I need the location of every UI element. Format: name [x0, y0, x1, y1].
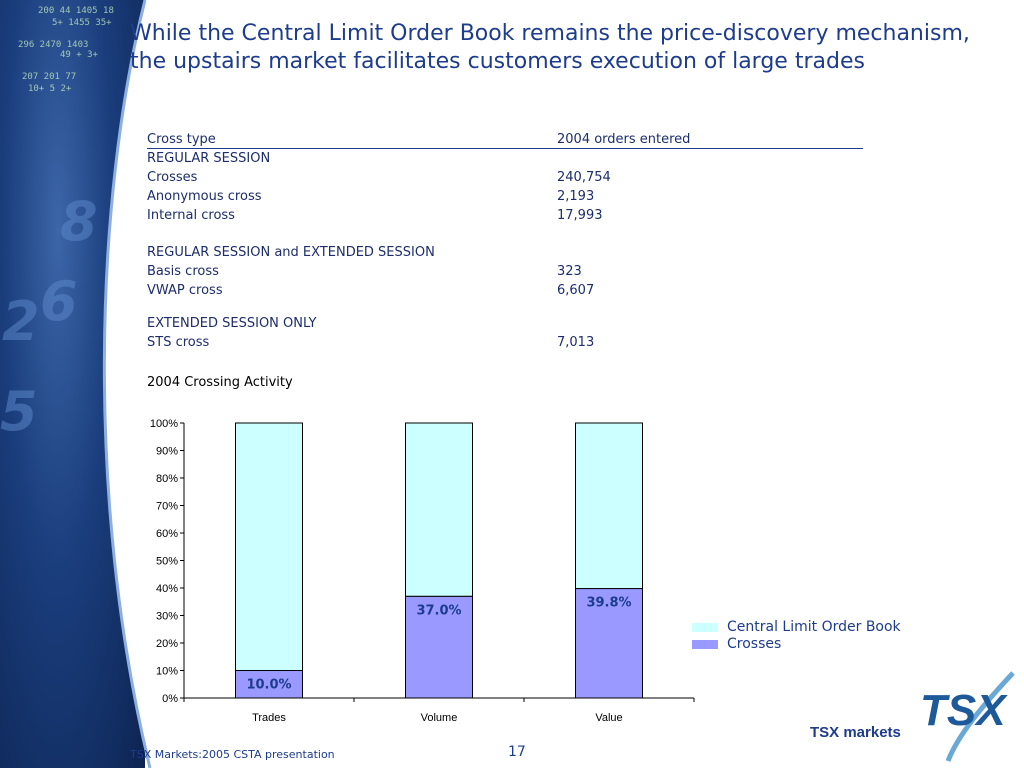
orders-cell: 240,754	[557, 170, 611, 185]
cross-type-cell: Internal cross	[147, 208, 235, 223]
table-row: Anonymous cross 2,193	[147, 187, 863, 206]
y-tick-label: 40%	[156, 583, 178, 595]
data-label: 10.0%	[246, 678, 291, 693]
orders-cell: 7,013	[557, 335, 595, 350]
legend-swatch	[692, 640, 718, 649]
y-tick-label: 50%	[156, 556, 178, 568]
y-tick-label: 90%	[156, 446, 178, 458]
legend-item-crosses: Crosses	[692, 636, 901, 653]
y-tick-label: 0%	[162, 693, 178, 705]
orders-cell: 2,193	[557, 189, 595, 204]
logo-swoosh	[945, 671, 1015, 762]
footer-text: TSX Markets:2005 CSTA presentation	[130, 748, 335, 761]
x-tick-label: Volume	[421, 712, 458, 724]
data-label: 39.8%	[586, 596, 631, 611]
chart-title: 2004 Crossing Activity	[147, 375, 293, 390]
legend-label: Crosses	[727, 636, 782, 652]
tsx-markets-logo: TSX TSX markets	[810, 671, 1015, 762]
orders-cell: 323	[557, 264, 582, 279]
cross-type-cell: STS cross	[147, 335, 210, 350]
bg-number: 2	[2, 290, 40, 353]
ticker-line: 49 + 3+	[60, 50, 98, 60]
y-tick-label: 70%	[156, 501, 178, 513]
cross-type-cell: VWAP cross	[147, 283, 223, 298]
y-tick-label: 30%	[156, 611, 178, 623]
y-tick-label: 10%	[156, 666, 178, 678]
orders-cell: 6,607	[557, 283, 595, 298]
section-heading: EXTENDED SESSION ONLY	[147, 314, 863, 333]
bar-segment	[575, 588, 643, 699]
orders-cell: 17,993	[557, 208, 603, 223]
title-line-1: While the Central Limit Order Book remai…	[130, 21, 970, 46]
section-label: EXTENDED SESSION ONLY	[147, 316, 317, 331]
table-row: VWAP cross 6,607	[147, 281, 863, 300]
table-header-row: Cross type 2004 orders entered	[147, 131, 863, 149]
legend-label: Central Limit Order Book	[727, 619, 901, 635]
decorative-curve	[102, 0, 240, 768]
legend-swatch	[692, 623, 718, 632]
bar-segment	[235, 670, 303, 699]
stacked-bar-chart: 0% 10% 20% 30% 40% 50% 60% 70% 80% 90% 100% 10.0% Tr…	[150, 418, 695, 724]
bar-segment	[575, 422, 643, 590]
table-row: STS cross 7,013	[147, 333, 863, 352]
bg-number: 6	[40, 270, 78, 333]
legend-item-clob: Central Limit Order Book	[692, 619, 901, 636]
bar-segment	[405, 422, 473, 597]
header-orders-entered: 2004 orders entered	[557, 132, 691, 147]
ticker-line: 296 2470 1403	[18, 40, 89, 50]
y-tick-label: 100%	[150, 418, 178, 430]
ticker-line: 200 44 1405 18	[38, 6, 114, 16]
bg-number: 5	[0, 380, 38, 443]
section-heading: REGULAR SESSION and EXTENDED SESSION	[147, 243, 863, 262]
section-label: REGULAR SESSION and EXTENDED SESSION	[147, 245, 435, 260]
table-row: Internal cross 17,993	[147, 206, 863, 225]
ticker-line: 207 201 77	[22, 72, 77, 82]
header-cross-type: Cross type	[147, 132, 216, 147]
x-tick-label: Trades	[252, 712, 286, 724]
y-tick-label: 80%	[156, 473, 178, 485]
ticker-line: 10+ 5 2+	[28, 84, 72, 94]
bar-segment	[235, 422, 303, 671]
x-tick-label: Value	[595, 712, 622, 724]
ticker-line: 5+ 1455 35+	[52, 18, 112, 28]
y-tick-label: 60%	[156, 528, 178, 540]
bg-number: 8	[60, 190, 98, 253]
page-number: 17	[508, 744, 526, 760]
title-line-2: the upstairs market facilitates customer…	[130, 49, 865, 74]
cross-type-cell: Basis cross	[147, 264, 219, 279]
slide-title: While the Central Limit Order Book remai…	[130, 20, 1010, 76]
table-row: Crosses 240,754	[147, 168, 863, 187]
y-tick-label: 20%	[156, 638, 178, 650]
cross-type-table: Cross type 2004 orders entered REGULAR S…	[147, 131, 863, 352]
chart-legend: Central Limit Order Book Crosses	[692, 619, 901, 653]
cross-type-cell: Anonymous cross	[147, 189, 262, 204]
logo-text: TSX markets	[810, 724, 901, 741]
section-label: REGULAR SESSION	[147, 151, 271, 166]
logo-mark: TSX	[920, 686, 1008, 735]
data-label: 37.0%	[416, 603, 461, 618]
table-row: Basis cross 323	[147, 262, 863, 281]
section-heading: REGULAR SESSION	[147, 149, 863, 168]
cross-type-cell: Crosses	[147, 170, 198, 185]
